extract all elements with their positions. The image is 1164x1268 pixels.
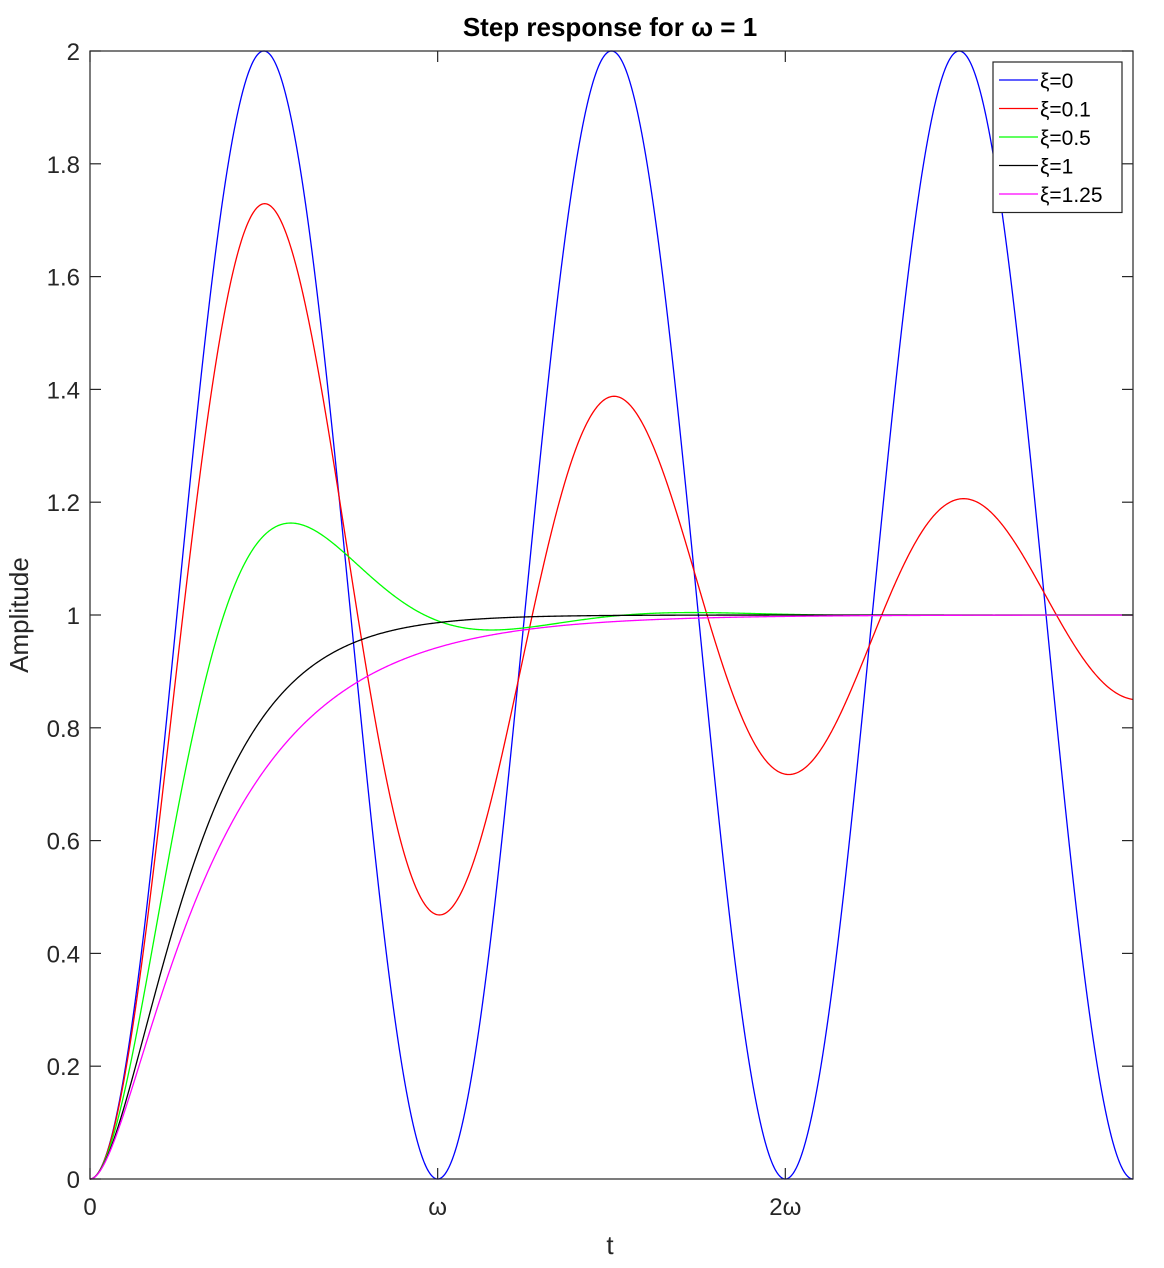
y-tick-label: 1.6 — [47, 265, 80, 292]
y-axis-label: Amplitude — [4, 557, 34, 673]
legend-label-3: ξ=1 — [1040, 156, 1073, 179]
y-tick-label: 1.4 — [47, 377, 80, 404]
legend-label-4: ξ=1.25 — [1040, 184, 1103, 207]
y-tick-label: 0.4 — [47, 941, 80, 968]
legend-label-0: ξ=0 — [1040, 70, 1073, 93]
y-tick-label: 0 — [67, 1167, 80, 1194]
series-line-4 — [89, 614, 1133, 1180]
y-tick-label: 1.8 — [47, 152, 80, 179]
legend: ξ=0 ξ=0.1 ξ=0.5 ξ=1 ξ=1.25 — [992, 61, 1123, 214]
x-axis-label: t — [606, 1230, 614, 1260]
y-tick-label: 1 — [67, 603, 80, 630]
y-tick-label: 2 — [67, 39, 80, 66]
y-tick-label: 0.6 — [47, 829, 80, 856]
legend-label-2: ξ=0.5 — [1040, 127, 1091, 150]
y-tick-label: 0.2 — [47, 1054, 80, 1081]
y-tick-label: 0.8 — [47, 716, 80, 743]
x-tick-label: ω — [428, 1194, 447, 1221]
x-tick-label: 2ω — [769, 1194, 801, 1221]
chart-title: Step response for ω = 1 — [463, 12, 757, 42]
x-tick-label: 0 — [83, 1194, 96, 1221]
series-line-1 — [89, 203, 1134, 1180]
legend-label-1: ξ=0.1 — [1040, 99, 1091, 122]
y-tick-label: 1.2 — [47, 490, 80, 517]
ticks-layer: 0 0.2 0.4 0.6 0.8 1 1.2 1.4 1.6 1.8 2 0 ω 2ω — [47, 39, 1133, 1221]
